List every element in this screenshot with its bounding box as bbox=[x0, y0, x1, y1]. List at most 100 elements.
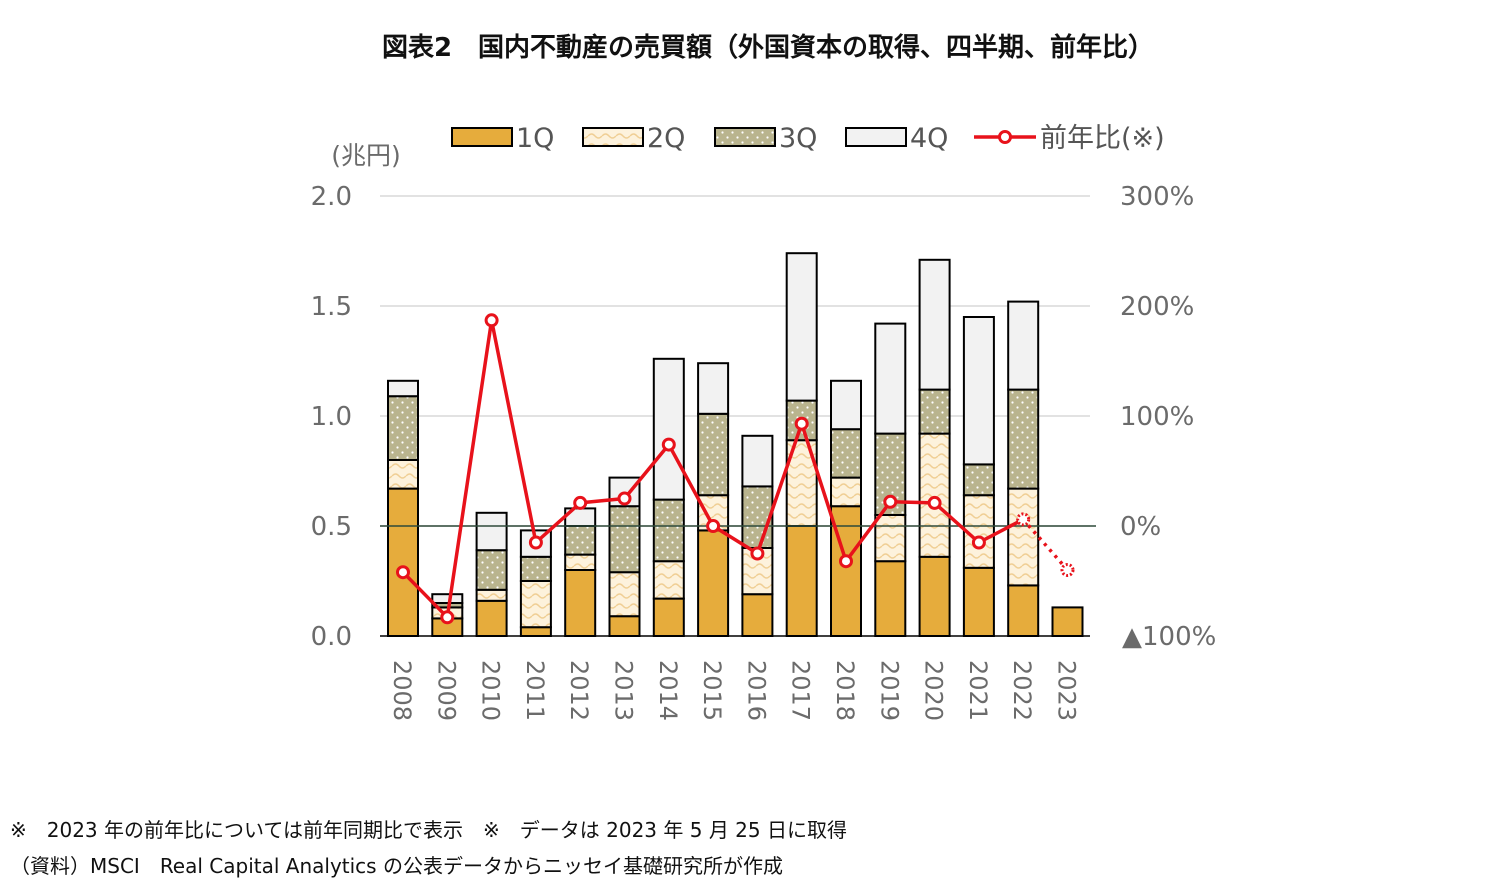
x-tick-label: 2010 bbox=[477, 660, 505, 721]
x-tick-label: 2013 bbox=[610, 660, 638, 721]
bar-1q bbox=[697, 529, 730, 638]
yoy-point bbox=[1016, 512, 1031, 527]
bar-1q bbox=[741, 593, 774, 638]
yoy-line-series bbox=[396, 313, 1075, 625]
legend-label-2q: 2Q bbox=[647, 123, 685, 154]
x-tick-label: 2020 bbox=[920, 660, 948, 721]
bars bbox=[387, 252, 1084, 638]
bar-2q bbox=[387, 459, 419, 490]
x-axis-ticks: 2008 2009 2010 2011 2012 2013 2014 2015 2016 2017… bbox=[388, 660, 1081, 721]
bar-4q bbox=[918, 258, 951, 391]
legend-swatch-2q bbox=[582, 127, 644, 147]
legend-label-yoy: 前年比(※) bbox=[1040, 123, 1165, 154]
yoy-point bbox=[661, 437, 676, 452]
source-note: （資料）MSCI Real Capital Analytics の公表データから… bbox=[10, 854, 783, 878]
bar-4q bbox=[741, 434, 774, 488]
yoy-point bbox=[396, 565, 410, 580]
left-tick-label: 1.0 bbox=[311, 402, 352, 432]
x-tick-label: 2014 bbox=[654, 660, 682, 721]
x-tick-label: 2015 bbox=[698, 660, 726, 721]
right-tick-label: ▲100% bbox=[1122, 622, 1216, 652]
bar-1q bbox=[652, 597, 685, 637]
x-tick-label: 2017 bbox=[787, 660, 815, 721]
bar-3q bbox=[519, 555, 552, 582]
x-tick-label: 2008 bbox=[388, 660, 416, 721]
yoy-point bbox=[573, 495, 588, 510]
yoy-point bbox=[1060, 563, 1075, 577]
yoy-point bbox=[706, 519, 721, 533]
yoy-point bbox=[971, 535, 986, 550]
legend-label-3q: 3Q bbox=[779, 123, 817, 154]
bar-3q bbox=[608, 505, 641, 574]
x-tick-label: 2019 bbox=[875, 660, 903, 721]
bar-2q bbox=[564, 553, 597, 571]
legend-label-1q: 1Q bbox=[516, 123, 554, 154]
x-tick-label: 2011 bbox=[521, 660, 549, 721]
bar-4q bbox=[830, 379, 862, 431]
right-tick-label: 200% bbox=[1120, 292, 1194, 322]
bar-3q bbox=[697, 412, 730, 497]
bar-3q bbox=[652, 498, 685, 563]
bar-2q bbox=[918, 432, 951, 558]
bar-4q bbox=[697, 362, 730, 415]
left-tick-label: 0.5 bbox=[311, 512, 352, 542]
bar-3q bbox=[387, 395, 419, 462]
yoy-point bbox=[440, 610, 455, 625]
bar-2q bbox=[608, 571, 641, 618]
yoy-point bbox=[839, 554, 853, 569]
bar-1q bbox=[387, 487, 419, 637]
yoy-point bbox=[484, 313, 499, 328]
bar-4q bbox=[874, 322, 907, 435]
legend-swatch-3q bbox=[714, 127, 776, 147]
legend-marker-yoy bbox=[998, 130, 1012, 144]
chart-title: 図表2 国内不動産の売買額（外国資本の取得、四半期、前年比） bbox=[382, 32, 1154, 63]
bar-1q bbox=[608, 615, 641, 638]
bar-3q bbox=[564, 525, 597, 556]
legend-swatch-4q bbox=[845, 127, 907, 147]
left-axis-unit: (兆円) bbox=[331, 141, 401, 170]
bar-3q bbox=[475, 549, 508, 591]
x-tick-label: 2012 bbox=[565, 660, 593, 721]
bar-2q bbox=[652, 560, 685, 600]
yoy-line-dotted bbox=[1021, 518, 1069, 572]
bar-4q bbox=[1007, 300, 1040, 391]
x-tick-label: 2018 bbox=[831, 660, 859, 721]
legend: 1Q 2Q 3Q 4Q 前年比(※) bbox=[451, 123, 1165, 154]
bar-2q bbox=[874, 514, 907, 563]
bar-2q bbox=[830, 476, 862, 508]
yoy-point bbox=[927, 495, 942, 510]
bar-3q bbox=[918, 388, 951, 435]
bar-4q bbox=[387, 379, 419, 398]
yoy-point bbox=[794, 416, 809, 431]
bar-4q bbox=[785, 252, 818, 402]
bar-4q bbox=[431, 593, 464, 605]
x-tick-label: 2021 bbox=[964, 660, 992, 721]
bar-2q bbox=[697, 494, 730, 532]
bar-1q bbox=[1051, 606, 1084, 638]
bar-4q bbox=[652, 357, 685, 501]
bar-2q bbox=[475, 588, 508, 602]
bar-1q bbox=[785, 525, 818, 637]
right-tick-label: 0% bbox=[1120, 512, 1161, 542]
bar-1q bbox=[564, 569, 597, 637]
x-tick-label: 2016 bbox=[742, 660, 770, 721]
bar-1q bbox=[962, 566, 995, 637]
right-tick-label: 100% bbox=[1120, 402, 1194, 432]
x-tick-label: 2009 bbox=[432, 660, 460, 721]
yoy-point bbox=[750, 546, 765, 561]
bar-4q bbox=[475, 511, 508, 552]
bar-1q bbox=[519, 626, 552, 638]
bar-1q bbox=[874, 560, 907, 638]
legend-swatch-1q bbox=[451, 127, 513, 147]
bar-3q bbox=[741, 485, 774, 549]
right-axis-ticks: ▲100% 0% 100% 200% 300% bbox=[1120, 182, 1216, 652]
yoy-point bbox=[528, 535, 543, 550]
bar-1q bbox=[475, 599, 508, 637]
bar-2q bbox=[1007, 487, 1040, 587]
right-tick-label: 300% bbox=[1120, 182, 1194, 212]
bar-1q bbox=[1007, 584, 1040, 638]
legend-label-4q: 4Q bbox=[910, 123, 948, 154]
left-tick-label: 0.0 bbox=[311, 622, 352, 652]
bar-4q bbox=[962, 316, 995, 466]
